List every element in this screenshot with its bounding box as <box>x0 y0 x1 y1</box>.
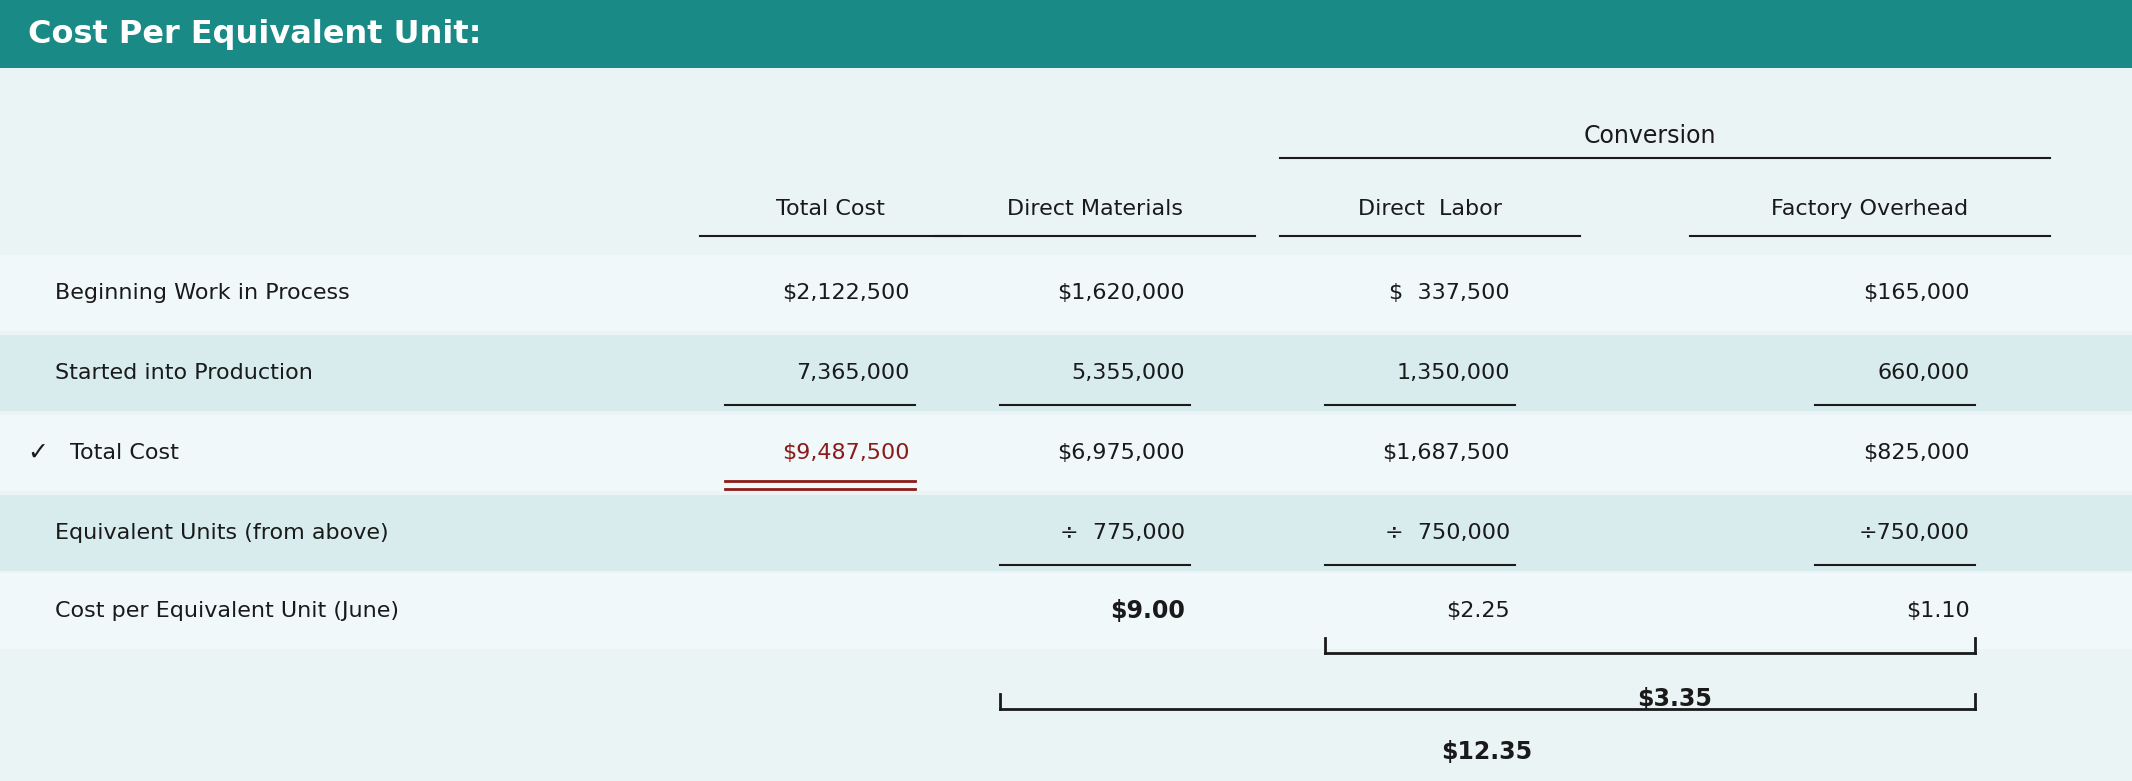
Text: Total Cost: Total Cost <box>70 443 179 463</box>
Text: $3.35: $3.35 <box>1637 687 1712 711</box>
Text: $1,687,500: $1,687,500 <box>1382 443 1509 463</box>
Text: Conversion: Conversion <box>1584 124 1716 148</box>
Text: $9.00: $9.00 <box>1111 599 1185 623</box>
FancyBboxPatch shape <box>0 573 2132 649</box>
Text: $165,000: $165,000 <box>1863 283 1970 303</box>
Text: ÷  750,000: ÷ 750,000 <box>1386 523 1509 543</box>
Text: $2,122,500: $2,122,500 <box>782 283 910 303</box>
FancyBboxPatch shape <box>0 255 2132 331</box>
FancyBboxPatch shape <box>0 335 2132 411</box>
Text: Started into Production: Started into Production <box>55 363 313 383</box>
Text: Direct Materials: Direct Materials <box>1006 199 1183 219</box>
FancyBboxPatch shape <box>0 415 2132 491</box>
Text: 5,355,000: 5,355,000 <box>1072 363 1185 383</box>
Text: Direct  Labor: Direct Labor <box>1358 199 1503 219</box>
FancyBboxPatch shape <box>0 0 2132 68</box>
Text: 7,365,000: 7,365,000 <box>797 363 910 383</box>
Text: 660,000: 660,000 <box>1878 363 1970 383</box>
Text: $2.25: $2.25 <box>1445 601 1509 621</box>
Text: 1,350,000: 1,350,000 <box>1396 363 1509 383</box>
Text: ÷750,000: ÷750,000 <box>1859 523 1970 543</box>
Text: Beginning Work in Process: Beginning Work in Process <box>55 283 350 303</box>
Text: Equivalent Units (from above): Equivalent Units (from above) <box>55 523 388 543</box>
Text: Factory Overhead: Factory Overhead <box>1772 199 1968 219</box>
Text: $1.10: $1.10 <box>1906 601 1970 621</box>
Text: $9,487,500: $9,487,500 <box>782 443 910 463</box>
Text: $825,000: $825,000 <box>1863 443 1970 463</box>
Text: $12.35: $12.35 <box>1441 740 1533 764</box>
Text: Cost Per Equivalent Unit:: Cost Per Equivalent Unit: <box>28 19 482 49</box>
Text: $1,620,000: $1,620,000 <box>1057 283 1185 303</box>
Text: ✓: ✓ <box>28 441 49 465</box>
Text: Total Cost: Total Cost <box>776 199 885 219</box>
Text: Cost per Equivalent Unit (June): Cost per Equivalent Unit (June) <box>55 601 399 621</box>
Text: $6,975,000: $6,975,000 <box>1057 443 1185 463</box>
FancyBboxPatch shape <box>0 495 2132 571</box>
Text: $  337,500: $ 337,500 <box>1390 283 1509 303</box>
Text: ÷  775,000: ÷ 775,000 <box>1060 523 1185 543</box>
